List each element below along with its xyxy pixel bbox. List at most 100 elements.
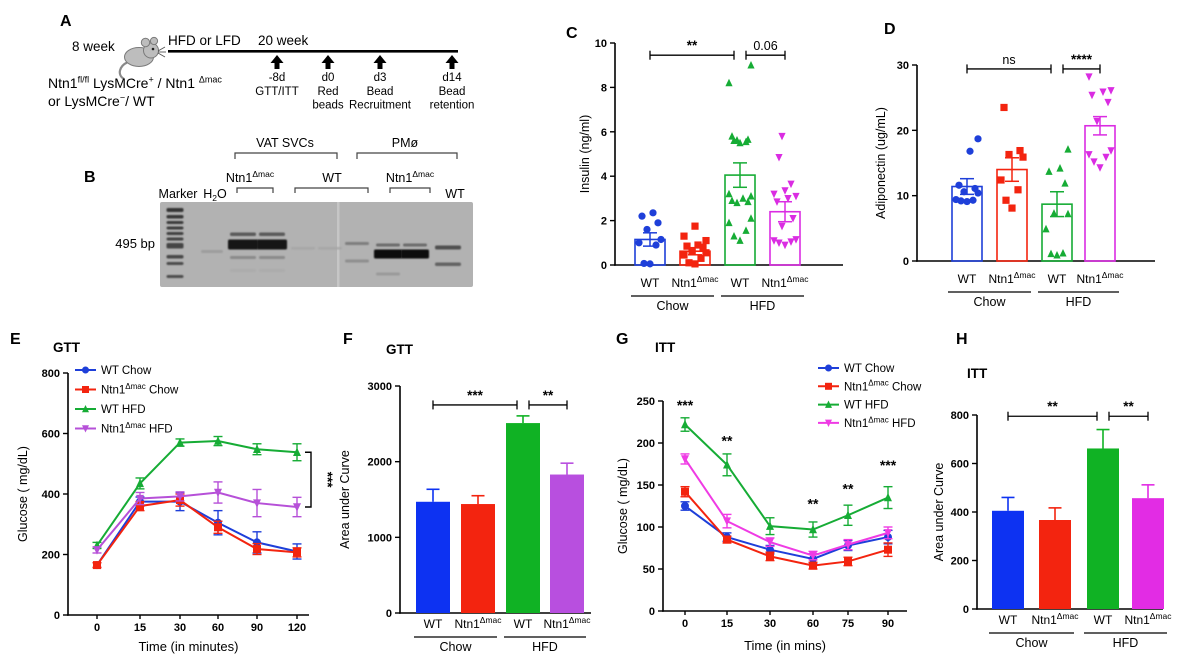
circle-marker: [825, 364, 832, 372]
bar-group: [506, 415, 540, 613]
circle-marker: [652, 241, 660, 249]
square-marker: [766, 552, 774, 561]
panel-label-c: C: [566, 25, 578, 42]
event-desc: Recruitment: [349, 100, 412, 112]
genotype-line-2: or LysMCre−/ WT: [48, 92, 155, 109]
triangle-up-marker: [1064, 209, 1072, 218]
up-arrow-icon: [445, 55, 459, 63]
triangle-down-marker: [214, 488, 222, 498]
triangle-up-marker: [736, 236, 744, 244]
y-tick-label: 4: [601, 171, 608, 183]
circle-marker: [955, 181, 963, 189]
series-line: [96, 491, 298, 551]
y-tick-label: 0: [963, 604, 969, 616]
gel-band: [435, 245, 461, 250]
gel-band: [228, 239, 258, 250]
gel-band: [403, 243, 427, 247]
mouse-ear: [140, 37, 151, 48]
bar: [1039, 520, 1071, 609]
x-tick-label: 120: [288, 622, 306, 634]
event-day: d14: [442, 72, 462, 84]
bar: [461, 504, 495, 613]
diet-label: Chow: [440, 640, 473, 654]
arrow-stem: [377, 62, 383, 69]
triangle-down-marker: [775, 239, 783, 247]
gel-band: [230, 256, 256, 259]
timeline-event: d3 Bead Recruitment: [349, 55, 412, 112]
triangle-down-marker: [773, 198, 781, 206]
diet-label: HFD: [1113, 636, 1139, 650]
significance-label: ****: [1071, 52, 1093, 67]
event-desc: Bead: [367, 86, 394, 98]
triangle-up-marker: [1042, 224, 1050, 233]
y-tick-label: 0: [54, 610, 60, 622]
legend-label: Ntn1Δmac HFD: [844, 415, 916, 430]
group-label: WT: [1094, 613, 1113, 627]
significance-label: **: [1047, 399, 1058, 414]
square-marker: [685, 259, 693, 267]
triangle-up-marker: [1061, 179, 1069, 187]
bar: [1132, 498, 1164, 609]
significance-bracket: ns: [966, 53, 1052, 74]
triangle-up-marker: [214, 436, 222, 445]
circle-marker: [952, 195, 960, 204]
legend: WT Chow Ntn1Δmac Chow WT HFD Ntn1Δmac HFD: [75, 365, 179, 436]
x-tick-label: 30: [174, 622, 186, 634]
circle-marker: [969, 196, 977, 204]
series-line: [684, 491, 889, 567]
square-marker: [1005, 150, 1013, 159]
triangle-up-marker: [747, 192, 755, 200]
sample-label: WT: [445, 187, 465, 201]
square-marker: [136, 502, 144, 511]
data-series: [92, 435, 302, 550]
y-tick-label: 100: [637, 522, 655, 534]
square-marker: [691, 222, 699, 230]
triangle-down-marker: [778, 222, 786, 231]
timeline-line: [168, 50, 458, 53]
diet-label: Chow: [974, 295, 1007, 309]
scatter-bar-group: [1041, 145, 1073, 262]
bar: [416, 501, 450, 613]
panel-e-gtt-line-chart: 0 200 400 600 800 Glucose ( mg/dL) GTT 0 15 30 60 9…: [16, 340, 335, 654]
triangle-down-marker: [770, 190, 778, 199]
y-axis-title: Adiponectin (ug/mL): [874, 107, 888, 219]
triangle-down-marker: [778, 132, 786, 141]
gel-image: [160, 202, 473, 287]
triangle-down-marker: [1090, 158, 1098, 166]
gel-band: [401, 249, 429, 259]
square-marker: [1000, 103, 1008, 112]
significance-bracket: ***: [432, 388, 518, 410]
y-tick-label: 6: [601, 127, 607, 139]
panel-label-h: H: [956, 331, 968, 348]
y-tick-label: 200: [637, 438, 655, 450]
gel-band: [259, 232, 285, 236]
triangle-down-marker: [253, 499, 261, 508]
significance-label: 0.06: [753, 39, 777, 53]
triangle-up-marker: [1053, 250, 1061, 259]
triangle-down-marker: [784, 195, 792, 203]
scatter-bar-group: [679, 222, 711, 268]
legend-label: Ntn1Δmac Chow: [844, 379, 922, 394]
triangle-down-marker: [1085, 151, 1093, 159]
gel-band: [166, 262, 184, 265]
gel-band: [201, 250, 223, 253]
gel-band: [345, 242, 369, 245]
triangle-down-marker: [723, 517, 731, 526]
gel-band: [291, 247, 315, 250]
square-marker: [680, 232, 688, 240]
bar-group: [1039, 507, 1071, 609]
square-marker: [683, 242, 691, 250]
triangle-down-marker: [136, 494, 144, 504]
chart-title: ITT: [967, 366, 988, 381]
panel-g-itt-line-chart: 0 50 100 150 200 250 Glucose ( mg/dL) ITT 0 15 30 6…: [616, 340, 922, 653]
square-marker: [844, 557, 852, 566]
square-marker: [1019, 153, 1027, 161]
square-marker: [253, 545, 261, 554]
square-marker: [1014, 186, 1022, 194]
triangle-down-marker: [681, 455, 689, 464]
legend: WT Chow Ntn1Δmac Chow WT HFD Ntn1Δmac HFD: [818, 363, 922, 430]
gel-bracket: [234, 152, 338, 159]
sample-label: WT: [322, 171, 342, 185]
marker-lane-label: Marker: [159, 187, 198, 201]
